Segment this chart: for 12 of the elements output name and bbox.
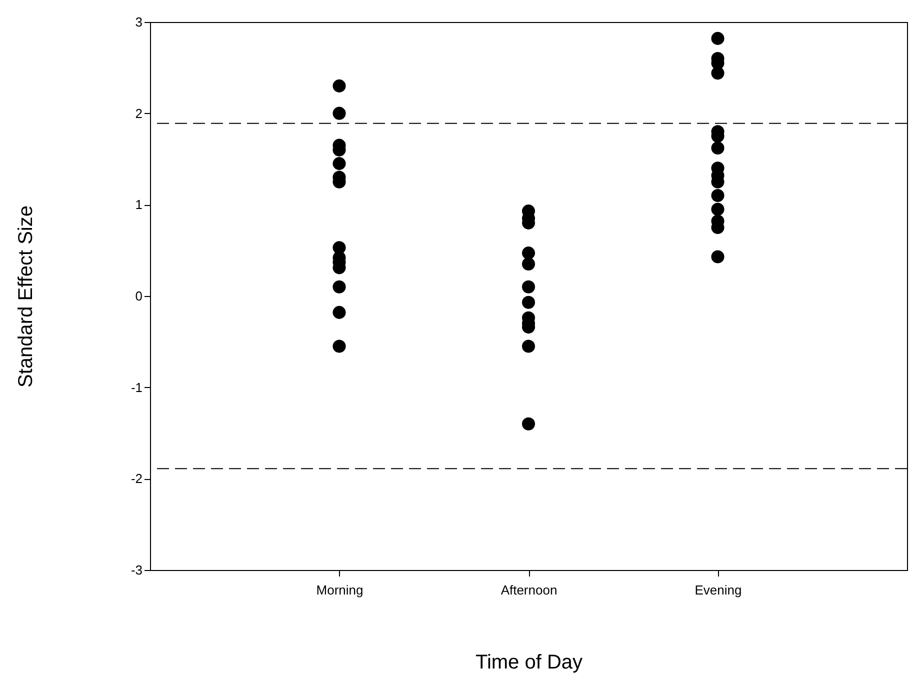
x-tick-label: Morning (316, 582, 364, 598)
y-tick-label: 0 (135, 288, 142, 304)
y-tick-label: 2 (135, 106, 142, 121)
y-tick-label: -1 (130, 380, 142, 395)
y-tick-label: 1 (135, 197, 142, 212)
y-axis-title: Standard Effect Size (14, 206, 37, 388)
y-tick-label: -2 (130, 471, 142, 486)
y-tick-label: -3 (130, 562, 142, 578)
x-tick-label: Afternoon (500, 582, 558, 598)
y-tick-label: 3 (135, 14, 142, 30)
x-tick-label: Evening (694, 582, 742, 598)
x-axis-title: Time of Day (475, 652, 583, 674)
